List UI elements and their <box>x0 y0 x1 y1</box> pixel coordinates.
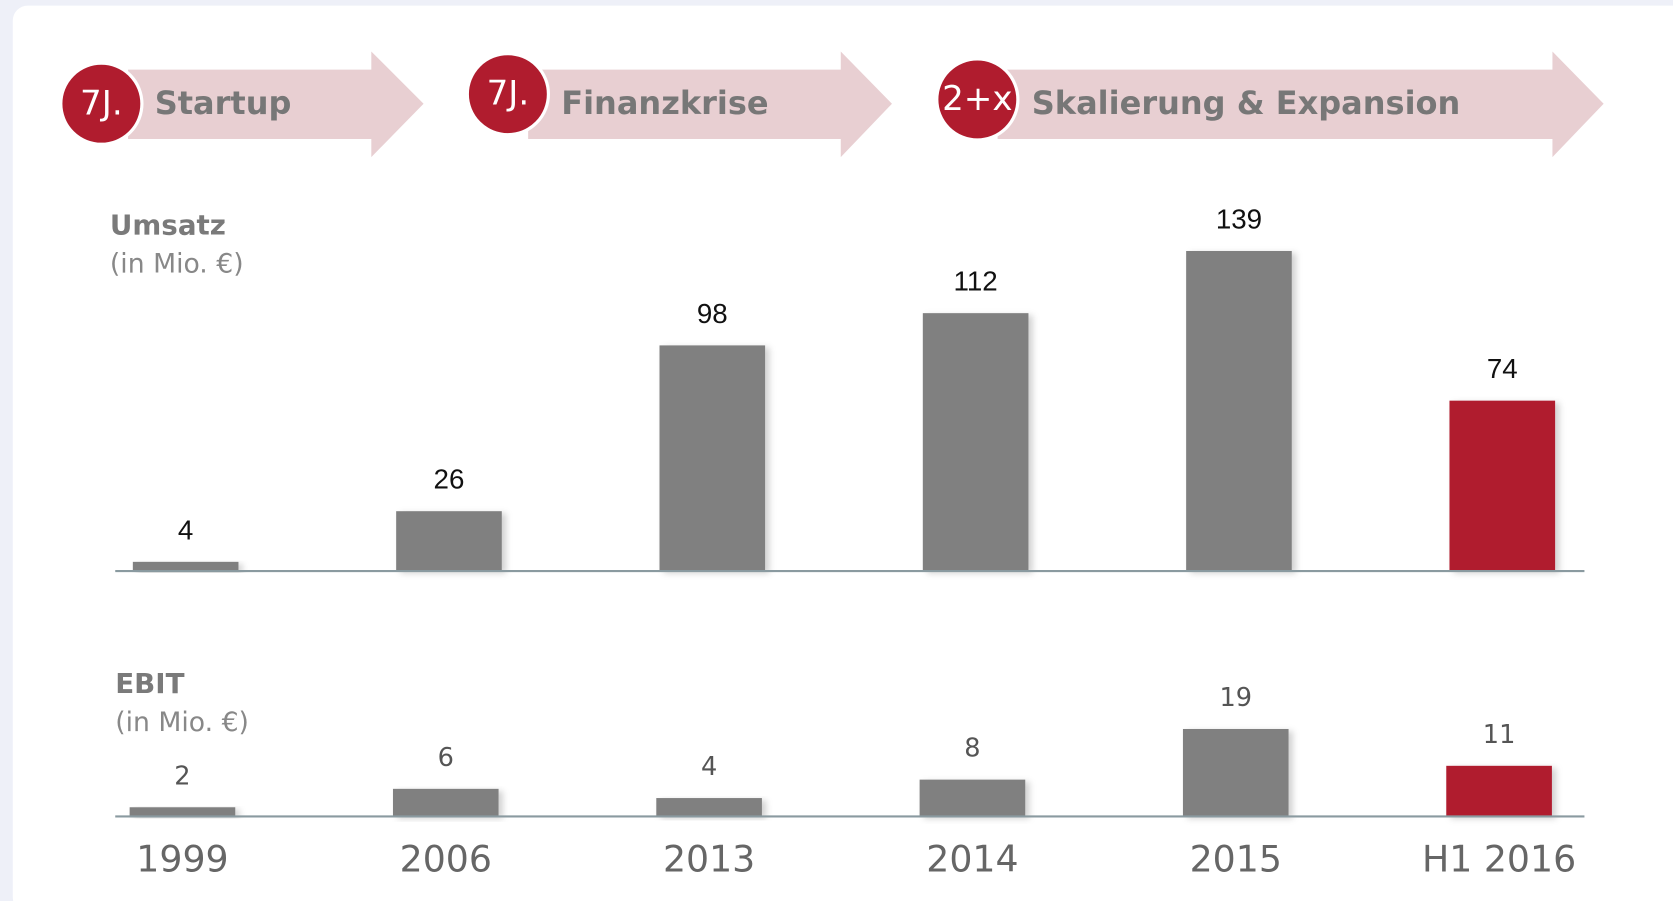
x-tick-label: 1999 <box>136 837 228 880</box>
phases: 7J. Startup 7J. Finanzkrise 2+x Skalierung & … <box>59 51 1604 158</box>
data-label: 4 <box>701 752 717 782</box>
data-label: 6 <box>438 743 454 773</box>
panel <box>12 5 1673 901</box>
chart-title: Umsatz <box>110 208 226 241</box>
bar <box>919 779 1026 817</box>
bar <box>132 561 239 572</box>
phase-arrow <box>528 51 892 158</box>
data-label: 2 <box>174 761 190 791</box>
phase-badge <box>59 61 144 146</box>
bar <box>129 807 236 817</box>
data-label: 11 <box>1483 720 1516 750</box>
phase-badge <box>935 57 1020 142</box>
phase-badge-text: 2+x <box>942 79 1013 119</box>
bar <box>1186 250 1292 572</box>
data-label: 19 <box>1219 683 1252 713</box>
phase-label: Startup <box>155 84 292 122</box>
phase-label: Finanzkrise <box>561 84 768 122</box>
data-label: 8 <box>964 734 980 764</box>
chart-subtitle: (in Mio. €) <box>115 707 249 738</box>
phase-badge-text: 7J. <box>80 83 123 123</box>
data-label: 4 <box>178 514 193 545</box>
phase-arrow <box>128 51 424 158</box>
bar <box>1446 765 1552 817</box>
phase-badge <box>465 51 551 137</box>
phase-arrow <box>997 51 1604 158</box>
x-tick-label: 2006 <box>400 837 492 880</box>
chart-title: EBIT <box>115 667 184 700</box>
data-label: 112 <box>954 266 998 297</box>
bar <box>659 345 766 572</box>
bar <box>656 798 762 817</box>
bar <box>1182 728 1289 817</box>
bar <box>396 511 502 572</box>
bar <box>922 313 1029 572</box>
data-label: 26 <box>434 464 465 495</box>
phase-badge-text: 7J. <box>487 74 530 114</box>
x-tick-label: 2014 <box>926 837 1018 880</box>
data-label: 139 <box>1216 203 1262 234</box>
chart-subtitle: (in Mio. €) <box>110 248 244 279</box>
data-label: 74 <box>1487 353 1518 384</box>
bar <box>1449 400 1556 572</box>
x-tick-label: 2013 <box>663 837 755 880</box>
data-label: 98 <box>697 298 728 329</box>
x-tick-label: H1 2016 <box>1422 837 1576 880</box>
bar <box>392 788 499 817</box>
phase-label: Skalierung & Expansion <box>1032 84 1461 122</box>
x-tick-label: 2015 <box>1190 837 1282 880</box>
